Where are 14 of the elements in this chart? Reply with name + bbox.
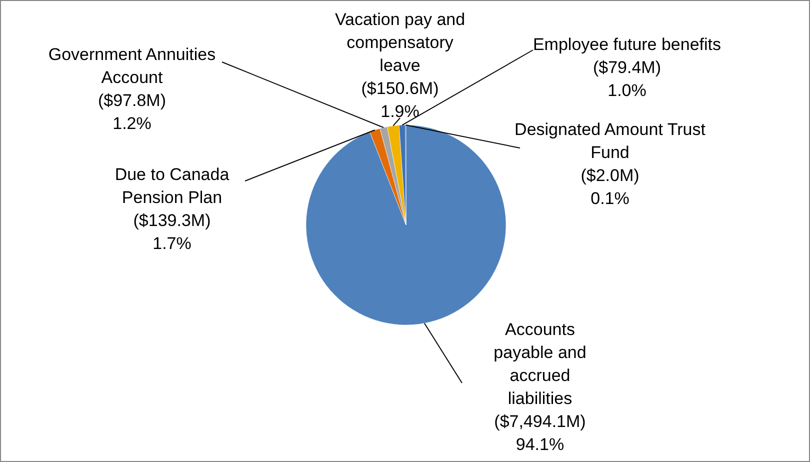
data-label: ($2.0M) 0.1%	[580, 166, 640, 208]
data-label: ($139.3M) 1.7%	[133, 211, 211, 253]
data-label: ($150.6M) 1.9%	[361, 79, 439, 121]
pie-slice	[306, 124, 506, 325]
slice-label: Due to Canada Pension Plan	[114, 165, 230, 207]
slice-label: Accounts payable and accrued liabilities	[494, 320, 586, 408]
slice-label: Government Annuities Account	[48, 45, 216, 87]
data-label: ($97.8M) 1.2%	[98, 91, 166, 133]
slice-label: Vacation pay and compensatory leave	[334, 10, 466, 75]
data-label: ($79.4M) 1.0%	[592, 58, 662, 100]
slice-label: Designated Amount Trust Fund	[514, 120, 706, 162]
slice-label: Employee future benefits	[532, 35, 722, 54]
data-label: ($7,494.1M) 94.1%	[494, 412, 586, 454]
pie-slice	[370, 128, 406, 226]
